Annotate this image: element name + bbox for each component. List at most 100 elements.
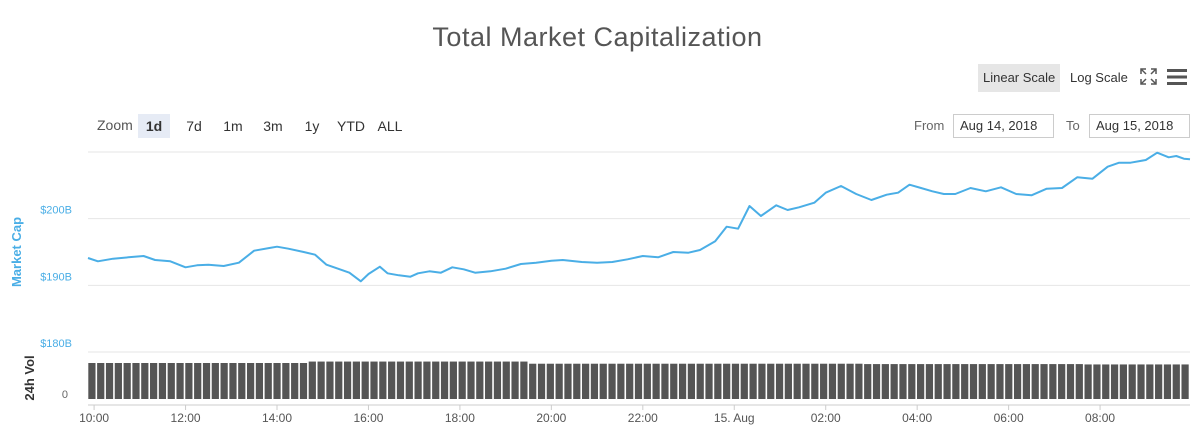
hamburger-menu-icon[interactable] <box>1166 68 1188 86</box>
volume-bar <box>176 363 184 399</box>
volume-bar <box>88 363 96 399</box>
volume-bar <box>643 363 651 399</box>
volume-bar <box>864 364 872 399</box>
volume-bar <box>749 363 757 399</box>
volume-bar <box>405 361 413 399</box>
volume-bar <box>379 361 387 399</box>
zoom-1m-button[interactable]: 1m <box>223 118 243 134</box>
volume-bar <box>1022 364 1031 399</box>
volume-bar <box>661 363 669 399</box>
volume-bar <box>714 363 722 399</box>
volume-bar <box>599 363 607 399</box>
volume-bar <box>1031 364 1039 399</box>
volume-bar <box>132 363 140 399</box>
zoom-ytd-button[interactable]: YTD <box>337 118 365 134</box>
y-tick-label: $190B <box>40 271 72 283</box>
to-date-input[interactable]: Aug 15, 2018 <box>1089 114 1190 138</box>
volume-bar <box>511 361 519 399</box>
volume-axis-title: 24h Vol <box>22 355 37 400</box>
log-scale-button[interactable]: Log Scale <box>1070 70 1128 85</box>
volume-bar <box>1172 364 1180 399</box>
volume-bar <box>1066 364 1075 399</box>
volume-bar <box>167 363 175 399</box>
volume-bar <box>696 363 704 399</box>
volume-bar <box>1084 364 1092 399</box>
x-tick-label: 16:00 <box>353 411 383 425</box>
volume-bar <box>141 363 149 399</box>
x-tick-label: 10:00 <box>79 411 109 425</box>
volume-bar <box>925 364 934 399</box>
volume-bar <box>917 364 925 399</box>
volume-bar <box>626 363 634 399</box>
volume-bar <box>952 364 960 399</box>
volume-bar <box>775 363 784 399</box>
volume-bar <box>229 363 237 399</box>
volume-bar <box>502 361 510 399</box>
volume-tick-label: 0 <box>62 389 68 401</box>
zoom-1y-button[interactable]: 1y <box>304 118 320 134</box>
volume-bar <box>1058 364 1066 399</box>
volume-bar <box>352 361 360 399</box>
volume-bar <box>1093 364 1101 399</box>
volume-bar <box>820 363 828 399</box>
x-tick-label: 02:00 <box>811 411 841 425</box>
zoom-all-button[interactable]: ALL <box>377 118 403 134</box>
volume-bar <box>1128 364 1136 399</box>
volume-bar <box>767 363 775 399</box>
volume-bar <box>943 364 951 399</box>
volume-bar <box>1137 364 1145 399</box>
market-cap-series-line <box>87 151 1191 283</box>
volume-bar <box>476 361 484 399</box>
volume-bar <box>291 363 299 399</box>
zoom-3m-button[interactable]: 3m <box>263 118 283 134</box>
volume-bar <box>1013 364 1022 399</box>
volume-bar <box>678 363 687 399</box>
from-date-input[interactable]: Aug 14, 2018 <box>953 114 1054 138</box>
volume-bar <box>220 363 228 399</box>
volume-bar <box>961 364 969 399</box>
volume-bar <box>1146 364 1154 399</box>
volume-bar <box>273 363 281 399</box>
volume-bar <box>828 363 837 399</box>
x-tick-label: 22:00 <box>628 411 658 425</box>
volume-bar <box>1181 364 1189 399</box>
volume-bar <box>308 361 316 399</box>
y-tick-label: $200B <box>40 205 72 217</box>
volume-bar <box>326 361 334 399</box>
zoom-7d-button[interactable]: 7d <box>186 118 202 134</box>
volume-bar <box>617 363 625 399</box>
volume-bar <box>555 363 563 399</box>
volume-bar <box>731 363 740 399</box>
volume-bar <box>335 361 343 399</box>
volume-bar <box>432 361 440 399</box>
volume-bar <box>608 363 616 399</box>
volume-bar <box>440 361 449 399</box>
x-tick-label: 15. Aug <box>714 411 755 425</box>
volume-bar <box>343 361 352 399</box>
volume-bar <box>573 363 581 399</box>
volume-bar <box>996 364 1004 399</box>
volume-bar <box>908 364 916 399</box>
volume-bar <box>529 363 537 399</box>
volume-bar <box>705 363 713 399</box>
linear-scale-button[interactable]: Linear Scale <box>978 64 1061 92</box>
volume-bar <box>185 363 193 399</box>
x-tick-label: 06:00 <box>994 411 1024 425</box>
expand-icon[interactable] <box>1140 68 1157 85</box>
volume-bar <box>855 363 863 399</box>
x-tick-label: 20:00 <box>536 411 566 425</box>
volume-bar <box>458 361 466 399</box>
chart-title: Total Market Capitalization <box>432 22 763 52</box>
volume-bar <box>1049 364 1057 399</box>
volume-bar <box>890 364 898 399</box>
volume-bar <box>423 361 431 399</box>
volume-bar <box>370 361 378 399</box>
volume-bar <box>388 361 396 399</box>
zoom-1d-button[interactable]: 1d <box>138 114 170 138</box>
volume-bar <box>872 364 881 399</box>
volume-bar <box>784 363 792 399</box>
volume-bar <box>282 363 290 399</box>
volume-bar <box>264 363 272 399</box>
x-tick-label: 18:00 <box>445 411 475 425</box>
volume-bar <box>758 363 766 399</box>
